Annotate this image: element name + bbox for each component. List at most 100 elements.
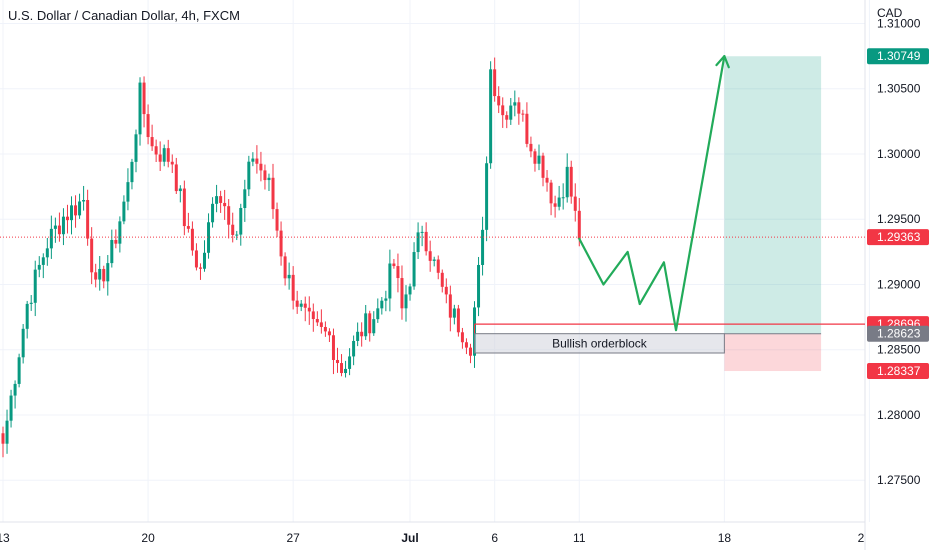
candle-body	[553, 203, 557, 207]
candle-body	[408, 286, 412, 295]
candle-body	[545, 177, 549, 183]
candle-body	[376, 308, 380, 320]
candle-body	[223, 202, 227, 207]
candle-body	[372, 319, 376, 334]
candle-body	[380, 300, 384, 309]
candle-body	[291, 274, 295, 301]
time-tick-label: 13	[0, 531, 10, 545]
candle-body	[573, 196, 577, 211]
candle-body	[348, 356, 352, 369]
candle-body	[251, 158, 255, 162]
annotations: Bullish orderblock	[0, 55, 865, 354]
candle-body	[533, 151, 537, 164]
candle-body	[404, 294, 408, 309]
projected-path	[578, 55, 726, 332]
candle-body	[255, 158, 259, 164]
candle-body	[182, 188, 186, 227]
candle-body	[489, 69, 493, 164]
candle-body	[13, 383, 17, 396]
price-tag-label: 1.29363	[877, 230, 921, 244]
currency-label: CAD	[877, 6, 903, 20]
candle-body	[501, 105, 505, 116]
candles	[1, 57, 581, 458]
candle-body	[130, 161, 134, 183]
candle-body	[557, 197, 561, 207]
candle-body	[207, 222, 211, 253]
candle-body	[243, 189, 247, 208]
candle-body	[384, 298, 388, 301]
candle-body	[416, 232, 420, 253]
candle-body	[170, 161, 174, 165]
candle-body	[420, 231, 424, 233]
candle-body	[513, 102, 517, 106]
candle-body	[53, 225, 57, 229]
candle-body	[29, 302, 33, 304]
candle-body	[307, 307, 311, 312]
candle-body	[335, 359, 339, 364]
candle-body	[5, 420, 9, 444]
candle-body	[114, 239, 118, 244]
candle-body	[460, 332, 464, 343]
candle-body	[352, 340, 356, 357]
candle-body	[436, 259, 440, 273]
profit-zone	[724, 56, 822, 334]
candle-body	[279, 230, 283, 257]
candle-body	[211, 203, 215, 223]
candle-body	[94, 272, 98, 280]
candle-body	[190, 228, 194, 251]
candle-body	[74, 205, 78, 216]
candle-body	[424, 231, 428, 252]
candle-body	[138, 82, 142, 135]
orderblock-label: Bullish orderblock	[552, 336, 648, 350]
candle-body	[150, 137, 154, 147]
candle-body	[219, 196, 223, 203]
candle-body	[118, 221, 122, 244]
candle-body	[271, 177, 275, 210]
position-zones	[724, 56, 822, 372]
candle-body	[247, 161, 251, 190]
candle-body	[315, 319, 319, 323]
price-axis[interactable]: 1.31000 1.30500 1.30000 1.29500 1.29000 1.285…	[877, 16, 921, 487]
price-tick-label: 1.30500	[877, 82, 921, 96]
candle-body	[267, 177, 271, 181]
candle-body	[86, 199, 90, 239]
candle-body	[122, 201, 126, 222]
time-axis[interactable]: 13 20 27 Jul 6 11 18 2	[0, 531, 865, 545]
candle-body	[400, 278, 404, 309]
candle-body	[303, 303, 307, 308]
candle-body	[456, 308, 460, 333]
candle-body	[331, 335, 335, 360]
candle-body	[448, 294, 452, 318]
grid	[0, 0, 870, 522]
candle-body	[529, 143, 533, 152]
candle-body	[227, 206, 231, 225]
candle-body	[21, 328, 25, 358]
candle-body	[388, 263, 392, 299]
candle-body	[231, 224, 235, 235]
price-tag	[867, 48, 929, 65]
candle-body	[259, 163, 263, 171]
candle-body	[452, 308, 456, 318]
candle-body	[517, 102, 521, 114]
candle-body	[481, 229, 485, 265]
time-tick-label: Jul	[401, 531, 418, 545]
candle-body	[1, 433, 5, 444]
candle-body	[57, 225, 61, 235]
time-tick-label: 2	[858, 531, 865, 545]
price-tick-label: 1.27500	[877, 473, 921, 487]
candle-body	[485, 163, 489, 230]
candle-body	[577, 210, 581, 239]
candle-body	[432, 259, 436, 261]
candle-body	[440, 272, 444, 287]
candle-body	[541, 155, 545, 178]
candle-body	[525, 113, 529, 144]
candle-body	[561, 197, 565, 199]
price-tick-label: 1.29500	[877, 212, 921, 226]
candle-body	[295, 300, 299, 307]
candle-body	[283, 256, 287, 279]
candle-body	[37, 264, 41, 270]
candle-body	[497, 96, 501, 106]
